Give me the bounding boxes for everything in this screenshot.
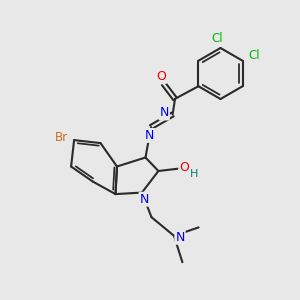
Text: N: N [160,106,169,119]
Text: N: N [175,231,185,244]
Text: N: N [140,193,149,206]
Text: Cl: Cl [211,32,223,45]
Text: O: O [179,161,189,174]
Text: Cl: Cl [248,49,260,62]
Text: N: N [145,129,154,142]
Text: H: H [190,169,199,179]
Text: O: O [156,70,166,83]
Text: Br: Br [55,130,68,144]
